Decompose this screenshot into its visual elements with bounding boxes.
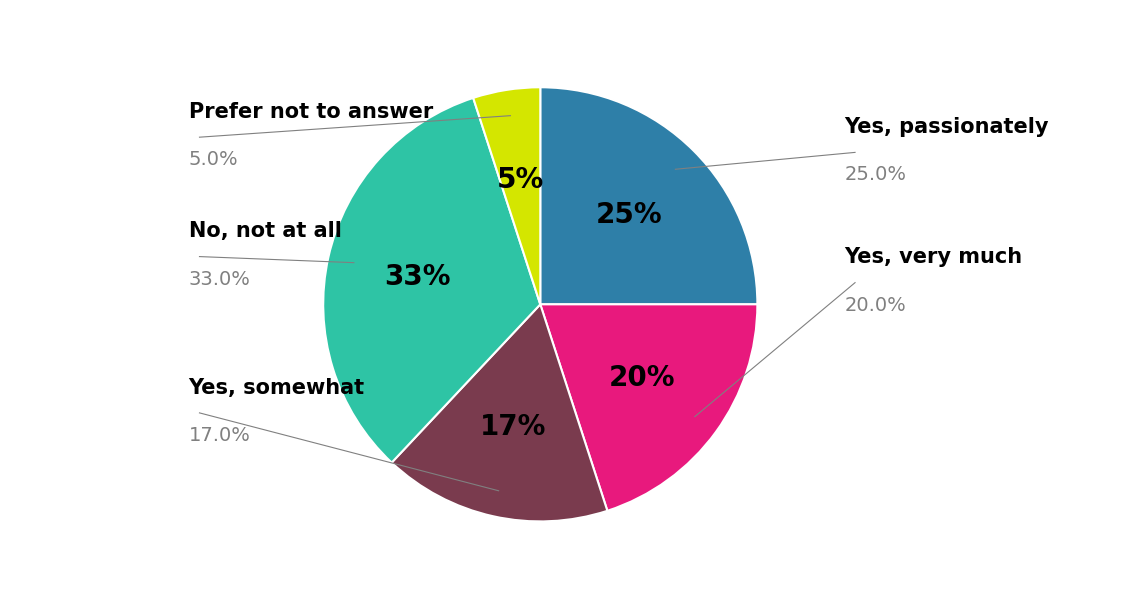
Text: Yes, passionately: Yes, passionately xyxy=(844,117,1049,137)
Wedge shape xyxy=(473,87,541,304)
Wedge shape xyxy=(541,304,758,511)
Text: 33.0%: 33.0% xyxy=(189,269,251,289)
Text: 33%: 33% xyxy=(384,263,451,291)
Wedge shape xyxy=(391,304,607,521)
Text: 25.0%: 25.0% xyxy=(844,166,906,184)
Text: 20.0%: 20.0% xyxy=(844,296,906,314)
Text: 17%: 17% xyxy=(480,413,546,441)
Wedge shape xyxy=(541,87,758,304)
Text: 20%: 20% xyxy=(609,364,676,392)
Text: Prefer not to answer: Prefer not to answer xyxy=(189,102,433,122)
Text: 5%: 5% xyxy=(497,166,544,194)
Text: Yes, very much: Yes, very much xyxy=(844,247,1023,268)
Text: 17.0%: 17.0% xyxy=(189,426,251,445)
Text: Yes, somewhat: Yes, somewhat xyxy=(189,377,365,398)
Text: 25%: 25% xyxy=(596,202,663,229)
Text: No, not at all: No, not at all xyxy=(189,221,342,241)
Wedge shape xyxy=(324,98,541,463)
Text: 5.0%: 5.0% xyxy=(189,150,238,169)
